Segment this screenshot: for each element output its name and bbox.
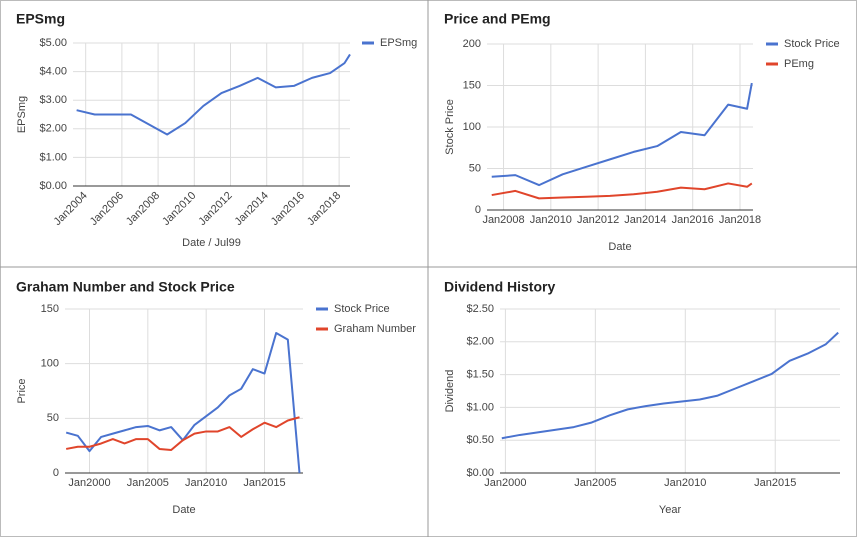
series-line [501, 331, 839, 440]
x-tick-label: Jan2015 [243, 477, 285, 489]
x-axis-title: Year [659, 504, 682, 516]
x-axis-title: Date [608, 241, 631, 253]
series-line [491, 82, 753, 187]
legend-label: Stock Price [784, 38, 840, 50]
y-tick-label: 50 [47, 412, 59, 424]
x-tick-label: Jan2005 [574, 477, 616, 489]
legend-label: EPSmg [380, 37, 417, 49]
x-tick-label: Jan2010 [530, 214, 572, 226]
chart-panel: Graham Number and Stock Price 0 50 100 150 Ja… [16, 279, 416, 516]
y-tick-label: $0.00 [466, 467, 494, 479]
y-tick-label: $5.00 [39, 37, 67, 49]
y-tick-label: 0 [53, 467, 59, 479]
y-tick-label: $0.50 [466, 434, 494, 446]
y-tick-label: $4.00 [39, 66, 67, 78]
chart-panel: Price and PEmg 0 50 100 150 200 Jan2008 Jan2010… [444, 11, 840, 253]
chart-title: EPSmg [16, 11, 65, 27]
series-line [65, 416, 300, 452]
x-tick-label: Jan2015 [754, 477, 796, 489]
y-tick-label: $2.00 [39, 123, 67, 135]
x-axis-title: Date / Jul99 [182, 237, 241, 249]
chart-panel: Dividend History $0.00 $0.50 $1.00 $1.50 $2.0… [444, 279, 840, 516]
x-tick-label: Jan2012 [577, 214, 619, 226]
y-tick-label: $3.00 [39, 94, 67, 106]
legend-label: PEmg [784, 58, 814, 70]
y-tick-label: 50 [469, 162, 481, 174]
series-line [76, 53, 351, 136]
y-tick-label: 150 [463, 79, 481, 91]
x-tick-label: Jan2016 [672, 214, 714, 226]
legend-label: Stock Price [334, 303, 390, 315]
y-tick-label: 100 [463, 121, 481, 133]
y-tick-label: 0 [475, 204, 481, 216]
y-tick-label: $1.50 [466, 369, 494, 381]
chart-title: Price and PEmg [444, 11, 551, 27]
y-tick-label: $2.50 [466, 303, 494, 315]
chart-title: Dividend History [444, 279, 555, 295]
x-axis-title: Date [172, 504, 195, 516]
y-tick-label: $1.00 [39, 151, 67, 163]
y-axis-title: EPSmg [16, 96, 28, 133]
x-tick-label: Jan2018 [719, 214, 761, 226]
chart-title: Graham Number and Stock Price [16, 279, 235, 295]
x-tick-label: Jan2008 [482, 214, 524, 226]
y-tick-label: 150 [41, 303, 59, 315]
x-tick-label: Jan2010 [664, 477, 706, 489]
y-tick-label: 200 [463, 38, 481, 50]
x-tick-label: Jan2000 [68, 477, 110, 489]
x-tick-label: Jan2000 [484, 477, 526, 489]
y-tick-label: $0.00 [39, 180, 67, 192]
y-axis-title: Dividend [444, 370, 456, 413]
y-tick-label: $2.00 [466, 336, 494, 348]
x-tick-label: Jan2010 [185, 477, 227, 489]
x-tick-label: Jan2014 [624, 214, 666, 226]
legend-label: Graham Number [334, 323, 416, 335]
y-tick-label: 100 [41, 358, 59, 370]
y-axis-title: Stock Price [444, 99, 456, 155]
series-line [491, 182, 753, 200]
x-tick-label: Jan2005 [127, 477, 169, 489]
y-tick-label: $1.00 [466, 401, 494, 413]
y-axis-title: Price [16, 378, 28, 403]
